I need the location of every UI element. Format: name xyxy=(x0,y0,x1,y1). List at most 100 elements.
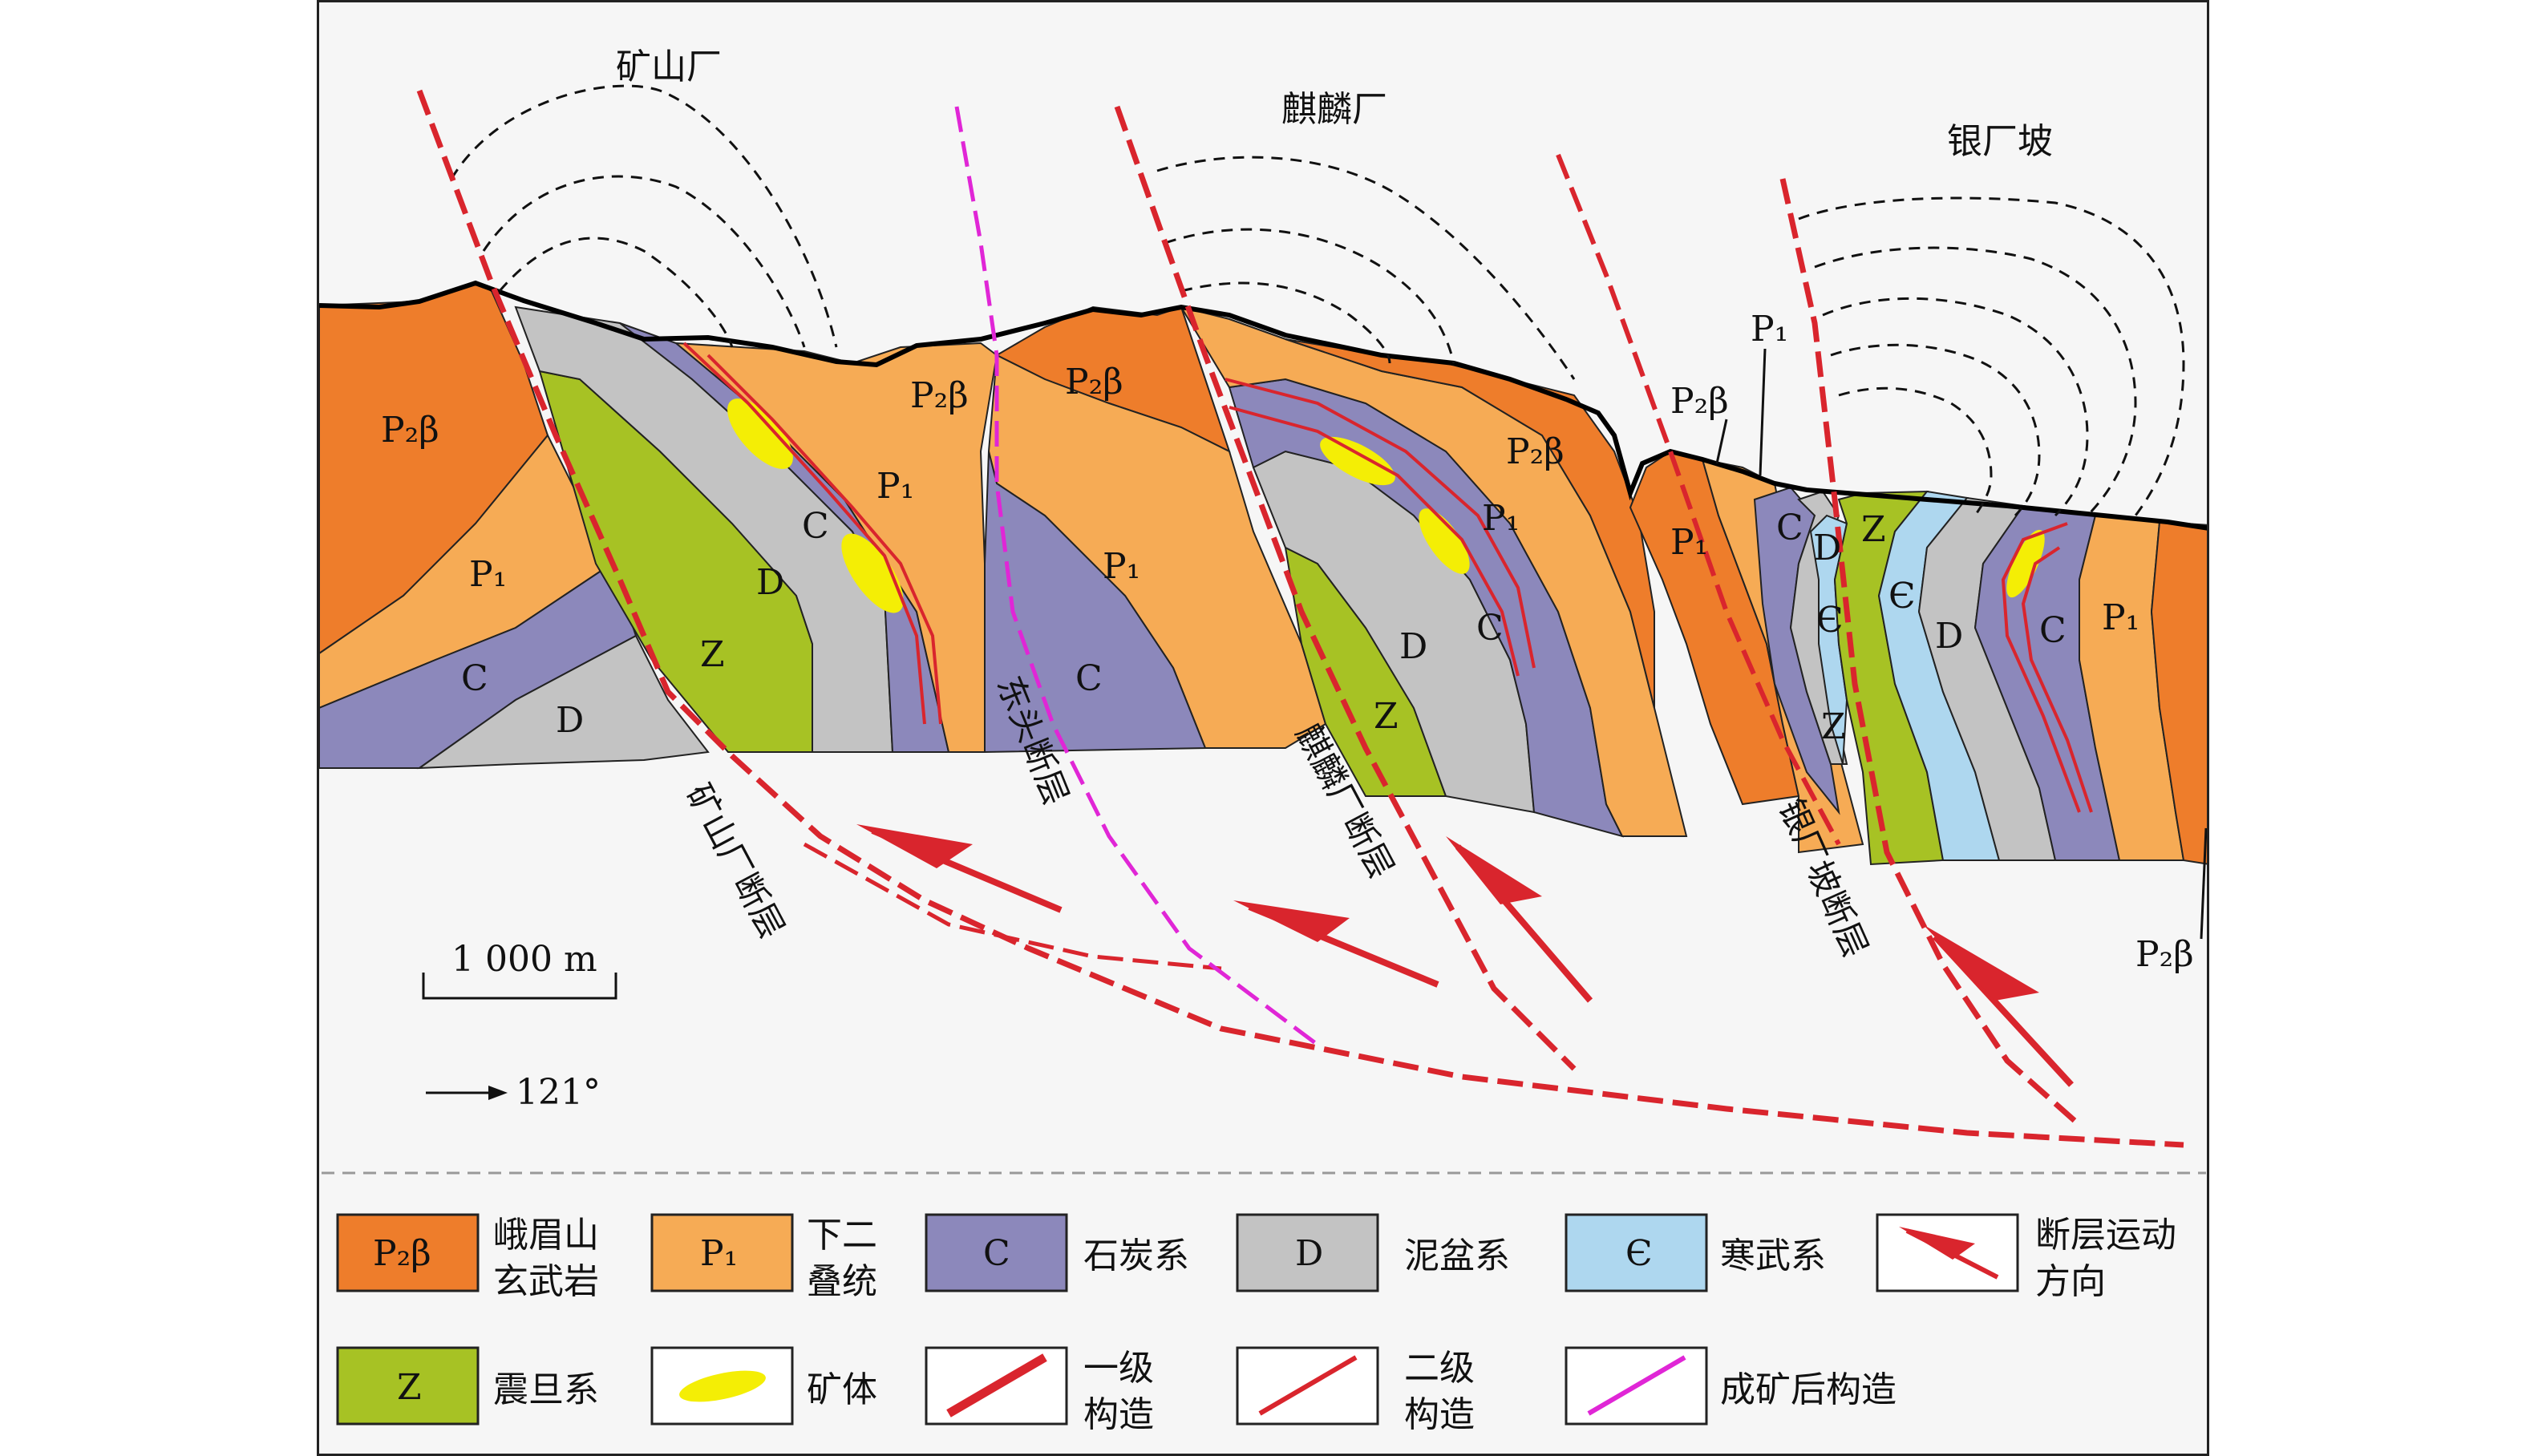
svg-text:P₁: P₁ xyxy=(700,1233,738,1274)
legend-item-C: C 石炭系 xyxy=(925,1213,1189,1292)
fault-label-kuangshanchang: 矿山厂断层 xyxy=(678,778,792,944)
ore-body-icon xyxy=(679,1370,766,1402)
svg-text:C: C xyxy=(983,1233,1010,1274)
label-P2b: P₂β xyxy=(2135,934,2194,975)
fault-yinchangpo xyxy=(1779,178,2082,1127)
label-Cam: Є xyxy=(1888,576,1916,617)
label-D: D xyxy=(1399,626,1427,667)
legend-item-secondary: 二级 构造 xyxy=(1236,1346,1475,1435)
label-C: C xyxy=(802,506,829,547)
svg-text:方向: 方向 xyxy=(2035,1261,2106,1302)
ore-body xyxy=(727,398,793,469)
svg-text:峨眉山: 峨眉山 xyxy=(493,1215,599,1256)
label-Z: Z xyxy=(1861,509,1886,550)
svg-text:二级: 二级 xyxy=(1404,1348,1475,1389)
unit-D-left xyxy=(416,634,710,770)
label-P1: P₁ xyxy=(1670,522,1708,563)
svg-text:断层运动: 断层运动 xyxy=(2035,1215,2176,1256)
label-C: C xyxy=(2039,610,2067,651)
legend-item-Cam: Є 寒武系 xyxy=(1565,1213,1826,1292)
fault-secondary-east xyxy=(1556,153,1841,846)
place-label-qilinchang: 麒麟厂 xyxy=(1281,89,1387,130)
scale-bar-label: 1 000 m xyxy=(451,939,597,980)
legend-item-fault-motion: 断层运动 方向 xyxy=(1876,1213,2176,1302)
place-labels: 矿山厂 麒麟厂 银厂坡 xyxy=(616,47,2053,162)
svg-text:Є: Є xyxy=(1625,1233,1653,1274)
fault-motion-arrow-icon xyxy=(1233,900,1439,988)
unit-C-block3 xyxy=(984,451,1207,754)
fault-kuangshanchang xyxy=(416,89,2184,1148)
unit-labels: P₂β P₁ C D Z D C P₁ P₂β P₂β P₁ C D Z C P… xyxy=(381,309,2194,975)
fault-dongtou xyxy=(954,106,1319,1046)
unit-P2b-east xyxy=(2150,520,2207,865)
label-C: C xyxy=(1476,608,1504,649)
label-D: D xyxy=(1935,616,1963,657)
ore-body xyxy=(1419,508,1470,574)
ore-body xyxy=(2006,529,2045,598)
svg-text:石炭系: 石炭系 xyxy=(1083,1236,1189,1276)
svg-text:成矿后构造: 成矿后构造 xyxy=(1720,1369,1897,1410)
label-P1: P₁ xyxy=(876,466,914,507)
label-D: D xyxy=(556,700,584,741)
svg-text:构造: 构造 xyxy=(1404,1394,1475,1435)
label-P1: P₁ xyxy=(2102,597,2139,638)
legend: P₂β 峨眉山 玄武岩 P₁ 下二 叠统 C 石炭系 D 泥盆系 Є 寒武系 xyxy=(336,1213,2176,1435)
ore-body xyxy=(1320,436,1395,486)
fault-motion-arrow-icon xyxy=(856,824,1063,913)
svg-text:震旦系: 震旦系 xyxy=(493,1369,599,1410)
legend-item-P2b: P₂β 峨眉山 玄武岩 xyxy=(336,1213,599,1302)
legend-item-D: D 泥盆系 xyxy=(1236,1213,1510,1292)
label-P2b: P₂β xyxy=(910,375,969,416)
unit-P1-block2 xyxy=(674,342,998,753)
legend-item-Z: Z 震旦系 xyxy=(336,1346,599,1426)
label-P2b: P₂β xyxy=(1506,431,1565,472)
svg-text:下二: 下二 xyxy=(807,1215,877,1256)
label-P1: P₁ xyxy=(469,554,507,595)
primary-structure-icon xyxy=(946,1353,1047,1418)
secondary-structures xyxy=(682,342,2093,813)
fault-motion-arrow-icon xyxy=(1923,924,2074,1087)
label-D: D xyxy=(756,562,784,603)
fault-kuangshanchang-splay xyxy=(803,842,1222,971)
svg-text:Z: Z xyxy=(397,1367,422,1408)
cross-section-svg: 矿山厂 麒麟厂 银厂坡 矿山厂断层 东头断层 麒麟厂断层 银厂坡断层 P₂β P… xyxy=(319,47,2207,1435)
svg-text:叠统: 叠统 xyxy=(807,1261,877,1302)
fault-qilinchang xyxy=(1114,105,1577,1071)
label-P2b: P₂β xyxy=(381,410,439,451)
svg-text:P₂β: P₂β xyxy=(373,1233,431,1274)
place-label-yinchangpo: 银厂坡 xyxy=(1947,121,2053,162)
svg-text:寒武系: 寒武系 xyxy=(1720,1236,1826,1276)
fault-motion-arrows xyxy=(856,824,2074,1087)
arrow-right-icon xyxy=(488,1086,508,1100)
label-Z: Z xyxy=(1374,696,1399,737)
label-leaders xyxy=(1715,348,2207,940)
orientation-label: 121° xyxy=(516,1072,601,1113)
ore-bodies xyxy=(727,398,2045,613)
label-Z: Z xyxy=(1821,706,1846,747)
svg-text:D: D xyxy=(1295,1233,1323,1274)
legend-item-P1: P₁ 下二 叠统 xyxy=(650,1213,877,1302)
strata-layers xyxy=(319,280,2207,866)
svg-text:构造: 构造 xyxy=(1083,1394,1154,1435)
eroded-fold-traces xyxy=(450,84,2185,517)
label-C: C xyxy=(461,658,488,699)
svg-text:一级: 一级 xyxy=(1083,1348,1154,1389)
svg-text:矿体: 矿体 xyxy=(807,1369,877,1410)
label-Cam: Є xyxy=(1816,600,1844,641)
label-Z: Z xyxy=(700,634,725,675)
scale-bar: 1 000 m xyxy=(422,939,617,1000)
orientation-indicator: 121° xyxy=(426,1072,601,1113)
legend-item-primary: 一级 构造 xyxy=(925,1346,1154,1435)
faults xyxy=(416,89,2184,1148)
svg-text:泥盆系: 泥盆系 xyxy=(1404,1236,1510,1276)
legend-item-post-ore: 成矿后构造 xyxy=(1565,1346,1897,1426)
fault-motion-arrow-icon xyxy=(1446,836,1593,1003)
label-P2b: P₂β xyxy=(1065,362,1123,402)
topographic-surface xyxy=(319,280,2207,531)
secondary-structure-icon xyxy=(1258,1355,1358,1416)
label-P1: P₁ xyxy=(1103,546,1140,587)
label-D: D xyxy=(1813,528,1841,568)
post-ore-structure-icon xyxy=(1587,1355,1686,1416)
legend-item-ore: 矿体 xyxy=(650,1346,877,1426)
label-P1: P₁ xyxy=(1751,309,1788,350)
